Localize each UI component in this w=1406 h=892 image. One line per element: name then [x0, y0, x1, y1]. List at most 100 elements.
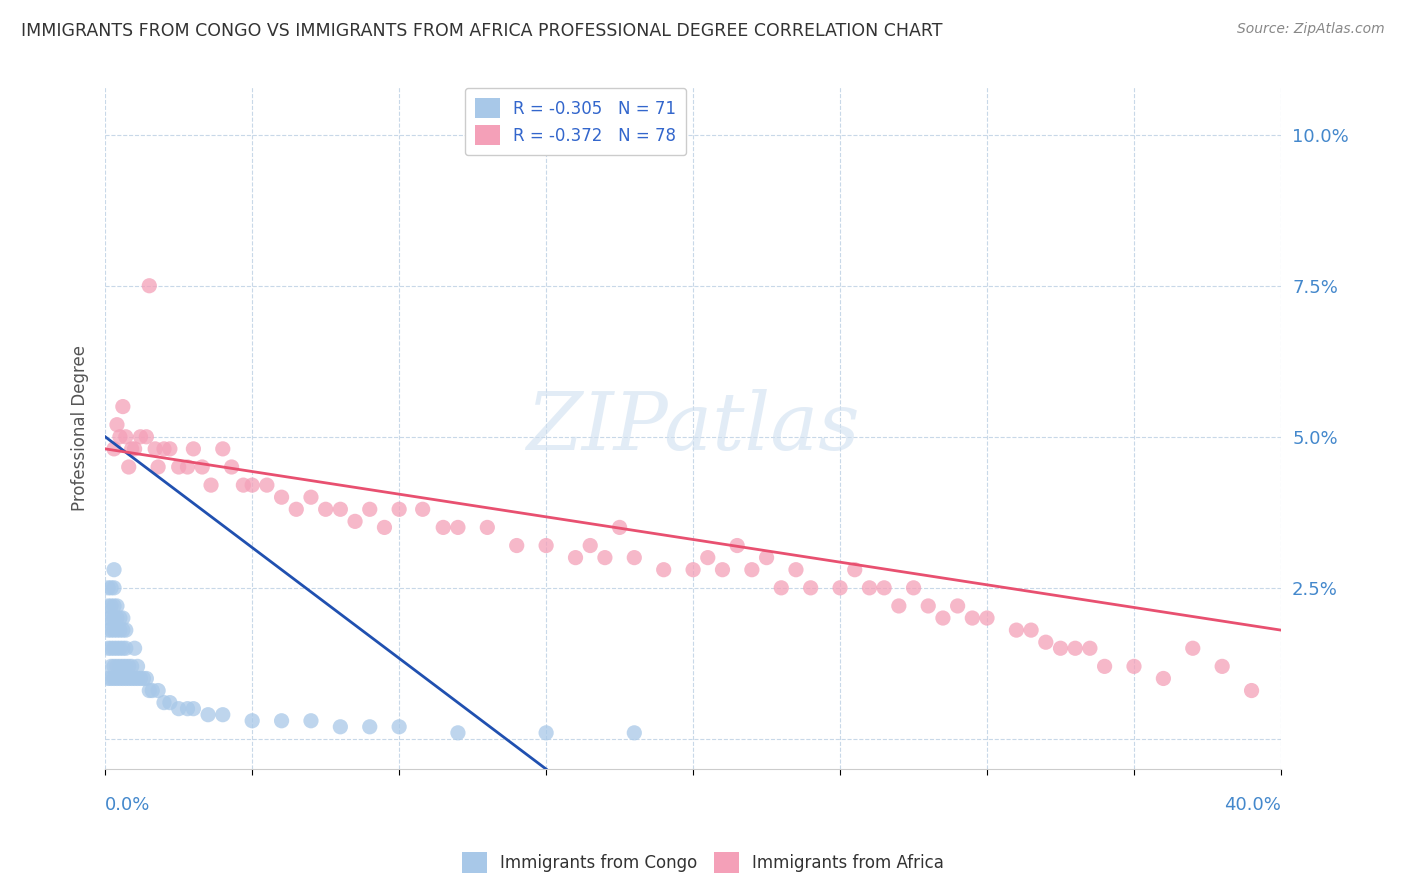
Point	[623, 726, 645, 740]
Point	[105, 417, 128, 432]
Text: IMMIGRANTS FROM CONGO VS IMMIGRANTS FROM AFRICA PROFESSIONAL DEGREE CORRELATION : IMMIGRANTS FROM CONGO VS IMMIGRANTS FROM…	[21, 22, 942, 40]
Point	[388, 502, 411, 516]
Point	[652, 563, 675, 577]
Point	[359, 502, 381, 516]
Point	[800, 581, 823, 595]
Point	[167, 701, 190, 715]
Point	[917, 599, 939, 613]
Point	[593, 550, 616, 565]
Point	[108, 659, 131, 673]
Point	[111, 659, 134, 673]
Point	[108, 623, 131, 637]
Point	[682, 563, 704, 577]
Point	[108, 611, 131, 625]
Point	[211, 442, 233, 456]
Point	[103, 659, 125, 673]
Point	[146, 683, 169, 698]
Point	[903, 581, 925, 595]
Point	[124, 672, 146, 686]
Point	[121, 672, 143, 686]
Point	[976, 611, 998, 625]
Point	[741, 563, 763, 577]
Point	[1181, 641, 1204, 656]
Point	[696, 550, 718, 565]
Point	[412, 502, 434, 516]
Point	[97, 611, 120, 625]
Point	[100, 672, 122, 686]
Point	[103, 442, 125, 456]
Point	[103, 581, 125, 595]
Point	[114, 430, 136, 444]
Point	[432, 520, 454, 534]
Point	[105, 641, 128, 656]
Point	[159, 696, 181, 710]
Point	[176, 460, 198, 475]
Point	[725, 539, 748, 553]
Point	[1240, 683, 1263, 698]
Point	[315, 502, 337, 516]
Point	[506, 539, 529, 553]
Point	[1035, 635, 1057, 649]
Point	[159, 442, 181, 456]
Point	[103, 563, 125, 577]
Point	[270, 490, 292, 504]
Point	[97, 641, 120, 656]
Point	[105, 599, 128, 613]
Point	[1123, 659, 1146, 673]
Point	[447, 520, 470, 534]
Text: 0.0%: 0.0%	[105, 797, 150, 814]
Point	[232, 478, 254, 492]
Point	[256, 478, 278, 492]
Point	[105, 623, 128, 637]
Point	[183, 701, 205, 715]
Point	[100, 641, 122, 656]
Point	[197, 707, 219, 722]
Point	[114, 623, 136, 637]
Point	[329, 502, 352, 516]
Point	[138, 683, 160, 698]
Point	[579, 539, 602, 553]
Point	[127, 659, 149, 673]
Point	[770, 581, 793, 595]
Point	[946, 599, 969, 613]
Text: Source: ZipAtlas.com: Source: ZipAtlas.com	[1237, 22, 1385, 37]
Point	[844, 563, 866, 577]
Point	[111, 672, 134, 686]
Point	[1078, 641, 1101, 656]
Point	[100, 623, 122, 637]
Point	[129, 430, 152, 444]
Y-axis label: Professional Degree: Professional Degree	[72, 344, 89, 511]
Point	[100, 599, 122, 613]
Point	[711, 563, 734, 577]
Point	[1094, 659, 1116, 673]
Point	[270, 714, 292, 728]
Point	[153, 696, 176, 710]
Point	[129, 672, 152, 686]
Point	[176, 701, 198, 715]
Point	[108, 641, 131, 656]
Point	[97, 581, 120, 595]
Point	[388, 720, 411, 734]
Text: ZIPatlas: ZIPatlas	[526, 389, 860, 467]
Point	[534, 539, 557, 553]
Point	[240, 478, 263, 492]
Point	[114, 641, 136, 656]
Point	[105, 672, 128, 686]
Point	[285, 502, 308, 516]
Point	[103, 623, 125, 637]
Point	[200, 478, 222, 492]
Point	[132, 672, 155, 686]
Point	[121, 659, 143, 673]
Point	[118, 672, 141, 686]
Point	[962, 611, 984, 625]
Point	[564, 550, 586, 565]
Point	[887, 599, 910, 613]
Point	[623, 550, 645, 565]
Point	[103, 641, 125, 656]
Point	[191, 460, 214, 475]
Point	[755, 550, 778, 565]
Point	[105, 611, 128, 625]
Point	[135, 430, 157, 444]
Point	[183, 442, 205, 456]
Point	[932, 611, 955, 625]
